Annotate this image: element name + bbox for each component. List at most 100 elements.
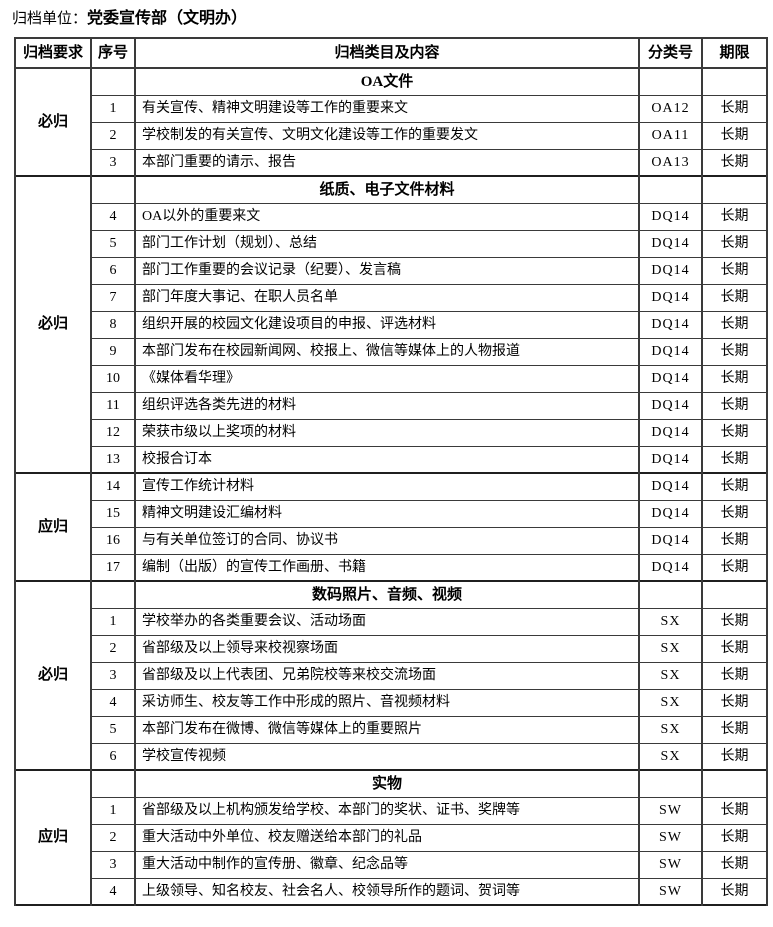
number-cell: 12 <box>90 418 136 447</box>
content-cell: 有关宣传、精神文明建设等工作的重要来文 <box>134 94 640 123</box>
table-row: 12 荣获市级以上奖项的材料 DQ14 长期 <box>15 418 768 447</box>
period-cell: 长期 <box>701 526 768 555</box>
table-row: 6 学校宣传视频 SX 长期 <box>15 742 768 771</box>
class-number-cell: DQ14 <box>638 283 703 312</box>
period-cell: 长期 <box>701 283 768 312</box>
class-number-cell: DQ14 <box>638 337 703 366</box>
table-row: 17 编制（出版）的宣传工作画册、书籍 DQ14 长期 <box>15 553 768 582</box>
number-cell: 15 <box>90 499 136 528</box>
class-number-cell: DQ14 <box>638 202 703 231</box>
content-cell: 重大活动中制作的宣传册、徽章、纪念品等 <box>134 850 640 879</box>
class-number-cell: DQ14 <box>638 472 703 501</box>
number-cell: 2 <box>90 823 136 852</box>
table-header-row: 归档要求 序号 归档类目及内容 分类号 期限 <box>14 37 768 69</box>
period-cell: 长期 <box>701 823 768 852</box>
table-row: 13 校报合订本 DQ14 长期 <box>15 445 768 474</box>
period-cell: 长期 <box>701 472 768 501</box>
number-cell: 16 <box>90 526 136 555</box>
number-cell-empty <box>90 580 136 609</box>
class-number-cell: SW <box>638 850 703 879</box>
table-row: 4 采访师生、校友等工作中形成的照片、音视频材料 SX 长期 <box>15 688 768 717</box>
class-number-cell: SX <box>638 715 703 744</box>
content-cell: 学校举办的各类重要会议、活动场面 <box>134 607 640 636</box>
content-cell: 重大活动中外单位、校友赠送给本部门的礼品 <box>134 823 640 852</box>
number-cell: 2 <box>90 634 136 663</box>
section-header-row: 必归 纸质、电子文件材料 <box>14 175 768 474</box>
period-cell: 长期 <box>701 607 768 636</box>
number-cell: 14 <box>90 472 136 501</box>
content-cell: 宣传工作统计材料 <box>134 472 640 501</box>
table-row: 10 《媒体看华理》 DQ14 长期 <box>15 364 768 393</box>
period-cell-empty <box>701 67 768 96</box>
section-header-row: 必归 OA文件 <box>14 67 768 177</box>
number-cell: 11 <box>90 391 136 420</box>
period-cell: 长期 <box>701 148 768 177</box>
requirement-cell: 应归 <box>14 769 92 906</box>
table-row: 3 省部级及以上代表团、兄弟院校等来校交流场面 SX 长期 <box>15 661 768 690</box>
section-title: 数码照片、音频、视频 <box>134 580 640 609</box>
content-cell: 本部门重要的请示、报告 <box>134 148 640 177</box>
content-cell: 学校制发的有关宣传、文明文化建设等工作的重要发文 <box>134 121 640 150</box>
period-cell: 长期 <box>701 229 768 258</box>
requirement-cell: 必归 <box>14 580 92 771</box>
period-cell-empty <box>701 769 768 798</box>
number-cell: 5 <box>90 715 136 744</box>
period-cell: 长期 <box>701 661 768 690</box>
table-body: 必归 OA文件 1 有关宣传、精神文明建设等工作的重要来文 OA12 长期 2 学校制发的有关… <box>14 67 768 906</box>
class-number-cell: SW <box>638 796 703 825</box>
class-number-cell: SX <box>638 607 703 636</box>
col-header-class-number: 分类号 <box>638 37 703 69</box>
col-header-requirement: 归档要求 <box>14 37 92 69</box>
class-number-cell: DQ14 <box>638 418 703 447</box>
number-cell: 1 <box>90 796 136 825</box>
number-cell: 10 <box>90 364 136 393</box>
content-cell: 部门年度大事记、在职人员名单 <box>134 283 640 312</box>
class-number-cell: SW <box>638 877 703 906</box>
class-number-cell-empty <box>638 580 703 609</box>
number-cell: 1 <box>90 94 136 123</box>
number-cell: 3 <box>90 148 136 177</box>
period-cell: 长期 <box>701 202 768 231</box>
number-cell-empty <box>90 769 136 798</box>
number-cell: 9 <box>90 337 136 366</box>
number-cell: 3 <box>90 850 136 879</box>
period-cell: 长期 <box>701 850 768 879</box>
content-cell: 本部门发布在校园新闻网、校报上、微信等媒体上的人物报道 <box>134 337 640 366</box>
content-cell: 精神文明建设汇编材料 <box>134 499 640 528</box>
period-cell: 长期 <box>701 796 768 825</box>
table-row: 1 省部级及以上机构颁发给学校、本部门的奖状、证书、奖牌等 SW 长期 <box>15 796 768 825</box>
table-row: 3 本部门重要的请示、报告 OA13 长期 <box>15 148 768 177</box>
number-cell: 4 <box>90 688 136 717</box>
period-cell: 长期 <box>701 877 768 906</box>
content-cell: 荣获市级以上奖项的材料 <box>134 418 640 447</box>
table-row: 7 部门年度大事记、在职人员名单 DQ14 长期 <box>15 283 768 312</box>
section-title: OA文件 <box>134 67 640 96</box>
table-row: 2 学校制发的有关宣传、文明文化建设等工作的重要发文 OA11 长期 <box>15 121 768 150</box>
period-cell: 长期 <box>701 688 768 717</box>
class-number-cell: OA11 <box>638 121 703 150</box>
col-header-category-content: 归档类目及内容 <box>134 37 640 69</box>
requirement-cell: 必归 <box>14 67 92 177</box>
class-number-cell: DQ14 <box>638 310 703 339</box>
table-row: 15 精神文明建设汇编材料 DQ14 长期 <box>15 499 768 528</box>
table-row: 5 本部门发布在微博、微信等媒体上的重要照片 SX 长期 <box>15 715 768 744</box>
period-cell: 长期 <box>701 499 768 528</box>
table-row: 9 本部门发布在校园新闻网、校报上、微信等媒体上的人物报道 DQ14 长期 <box>15 337 768 366</box>
section-title: 实物 <box>134 769 640 798</box>
page-title: 归档单位：党委宣传部（文明办） <box>12 9 773 29</box>
content-cell: 组织开展的校园文化建设项目的申报、评选材料 <box>134 310 640 339</box>
period-cell: 长期 <box>701 445 768 474</box>
section-header-row: 应归 实物 <box>14 769 768 906</box>
content-cell: 省部级及以上代表团、兄弟院校等来校交流场面 <box>134 661 640 690</box>
table-row: 8 组织开展的校园文化建设项目的申报、评选材料 DQ14 长期 <box>15 310 768 339</box>
content-cell: 部门工作计划（规划）、总结 <box>134 229 640 258</box>
period-cell: 长期 <box>701 364 768 393</box>
content-cell: OA以外的重要来文 <box>134 202 640 231</box>
table-row: 5 部门工作计划（规划）、总结 DQ14 长期 <box>15 229 768 258</box>
period-cell: 长期 <box>701 337 768 366</box>
table-row: 4 上级领导、知名校友、社会名人、校领导所作的题词、贺词等 SW 长期 <box>15 877 768 906</box>
class-number-cell: OA12 <box>638 94 703 123</box>
period-cell: 长期 <box>701 121 768 150</box>
table-row: 1 有关宣传、精神文明建设等工作的重要来文 OA12 长期 <box>15 94 768 123</box>
class-number-cell: DQ14 <box>638 526 703 555</box>
